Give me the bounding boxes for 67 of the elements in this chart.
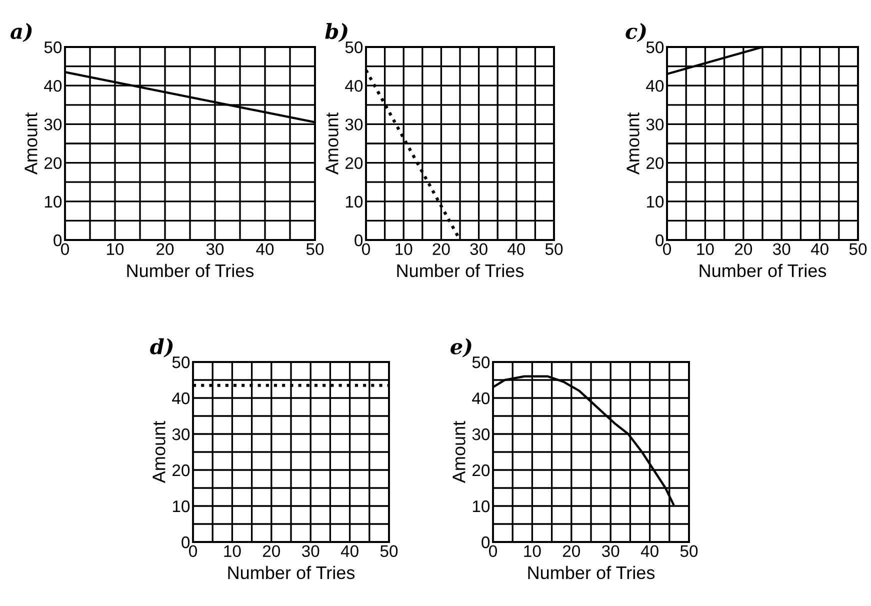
chart-title: a) [10,22,32,42]
y-axis-title: Amount [152,421,166,484]
x-tick-label: 30 [302,545,320,558]
y-tick-label: 20 [346,157,363,170]
y-tick-label: 10 [646,196,664,208]
y-tick-label: 40 [345,80,363,92]
x-tick-label: 10 [224,545,241,558]
x-axis-title: Number of Tries [228,566,355,580]
x-tick-label: 30 [772,243,790,256]
y-tick-label: 0 [656,234,664,246]
y-tick-label: 0 [182,536,190,548]
y-tick-label: 0 [54,234,62,246]
x-tick-label: 50 [380,545,398,558]
y-tick-label: 40 [646,80,664,92]
y-tick-label: 20 [646,157,664,170]
y-tick-label: 10 [44,196,62,208]
y-tick-label: 10 [346,196,363,208]
y-tick-label: 10 [472,500,490,512]
chart-title: e) [450,338,472,358]
x-tick-label: 10 [107,243,124,256]
y-axis-title: Amount [24,112,38,175]
x-tick-label: 10 [396,243,412,256]
y-tick-label: 10 [172,500,190,512]
y-tick-label: 50 [172,356,190,368]
x-tick-label: 40 [256,243,274,256]
x-tick-label: 20 [562,545,580,558]
chart-title: d) [150,338,173,358]
x-axis-title: Number of Tries [528,566,655,580]
x-axis-title: Number of Tries [127,264,254,278]
y-tick-label: 30 [646,118,664,130]
chart-title: c) [626,22,646,42]
y-tick-label: 30 [172,428,190,440]
x-tick-label: 10 [697,243,714,256]
y-tick-label: 50 [44,41,62,54]
y-tick-label: 0 [482,536,490,548]
y-tick-label: 30 [345,118,363,130]
y-tick-label: 40 [472,392,490,404]
y-axis-title: Amount [452,421,466,484]
y-tick-label: 20 [172,464,190,476]
x-axis-title: Number of Tries [700,264,826,278]
y-tick-label: 0 [354,234,363,246]
x-tick-label: 20 [432,243,450,256]
y-axis-title: Amount [326,112,338,175]
y-axis-title: Amount [626,112,640,175]
y-tick-label: 40 [172,392,190,404]
x-tick-label: 50 [306,243,324,256]
x-axis-title: Number of Tries [397,264,524,278]
y-tick-label: 50 [345,41,363,54]
x-tick-label: 30 [206,243,224,256]
y-tick-label: 30 [472,428,490,440]
x-tick-label: 50 [545,243,563,256]
y-tick-label: 20 [44,157,62,170]
y-tick-label: 30 [44,118,62,130]
y-tick-label: 40 [44,80,62,92]
x-tick-label: 30 [602,545,620,558]
x-tick-label: 50 [849,243,867,256]
y-tick-label: 20 [472,464,490,476]
chart-title: b) [325,22,348,42]
x-tick-label: 50 [680,545,698,558]
x-tick-label: 40 [810,243,828,256]
x-tick-label: 20 [734,243,752,256]
y-tick-label: 50 [472,356,490,368]
x-tick-label: 20 [262,545,280,558]
y-tick-label: 50 [646,41,664,54]
x-tick-label: 40 [508,243,526,256]
x-tick-label: 20 [156,243,174,256]
x-tick-label: 10 [524,545,541,558]
